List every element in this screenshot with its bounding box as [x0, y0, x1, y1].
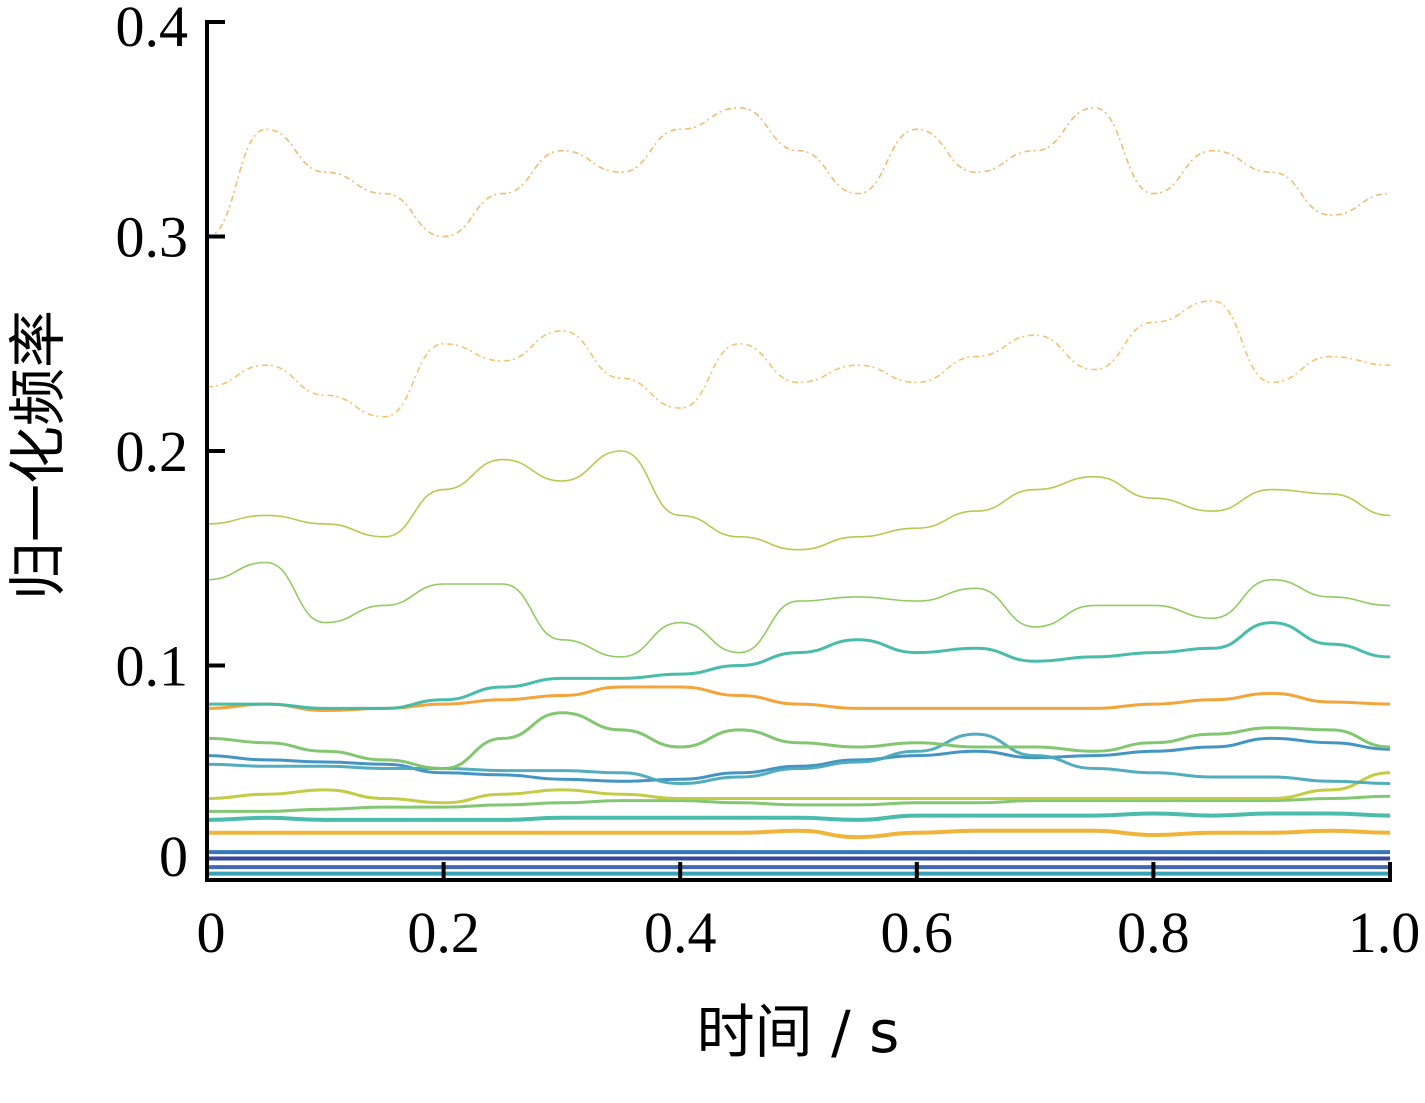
ticks-layer: 0 0.2 0.4 0.6 0.8 1.0 0 0.1 0.2 0.3 0.4: [116, 0, 1421, 965]
x-tick-label: 0: [197, 900, 226, 965]
x-tick-label: 0.6: [881, 900, 954, 965]
series-line-15: [206, 299, 1391, 418]
series-line-10: [206, 711, 1391, 771]
series-line-5: [206, 811, 1391, 822]
series-line-6: [207, 794, 1391, 813]
series-layer: [206, 106, 1391, 876]
x-axis-title: 时间 / s: [697, 998, 900, 1066]
x-tick-label: 1.0: [1348, 900, 1421, 965]
x-tick-label: 0.8: [1117, 900, 1190, 965]
y-tick-label: 0: [159, 824, 188, 889]
series-line-14: [206, 450, 1391, 551]
y-axis-title: 归一化频率: [4, 310, 72, 600]
x-tick-label: 0.4: [644, 900, 717, 965]
x-tick-label: 0.2: [407, 900, 480, 965]
y-tick-label: 0.1: [116, 634, 189, 699]
axes-layer: [205, 20, 1392, 882]
series-line-9: [206, 732, 1391, 786]
series-line-16: [206, 106, 1391, 238]
y-tick-label: 0.2: [116, 419, 189, 484]
series-line-13: [206, 561, 1391, 658]
series-line-4: [207, 828, 1391, 840]
y-tick-label: 0.3: [116, 205, 189, 270]
series-line-7: [206, 771, 1391, 805]
series-line-12: [206, 621, 1391, 710]
y-tick-label: 0.4: [116, 0, 189, 59]
